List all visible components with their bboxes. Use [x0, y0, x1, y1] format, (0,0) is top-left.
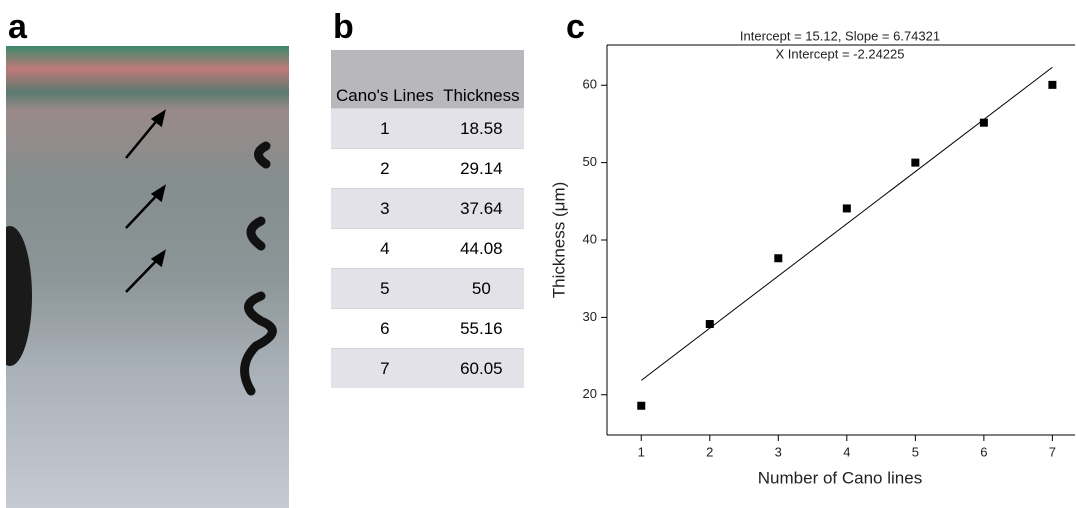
point [774, 254, 783, 263]
point [1048, 80, 1057, 89]
header-cell: Cano's Lines [331, 50, 439, 109]
x-axis-label: Number of Cano lines [758, 468, 922, 487]
point [637, 401, 646, 410]
x-tick-label: 4 [843, 444, 850, 459]
x-tick-label: 5 [912, 444, 919, 459]
data-table: Cano's Lines Thickness 1 18.58 2 29.14 3 37.6… [331, 50, 524, 388]
table-cell: 44.08 [438, 228, 524, 269]
point [911, 158, 920, 167]
table-cell: 5 [331, 268, 439, 309]
y-tick-label: 50 [583, 154, 597, 169]
panel-label: c [566, 8, 585, 46]
panel-label: b [333, 8, 354, 46]
y-tick-label: 30 [583, 309, 597, 324]
table-row: 4 44.08 [331, 228, 524, 269]
point [979, 118, 988, 127]
table-cell: 2 [331, 148, 439, 189]
table-row: 3 37.64 [331, 188, 524, 229]
table-row: 5 50 [331, 268, 524, 309]
table-row: 1 18.58 [331, 108, 524, 149]
x-tick-label: 7 [1049, 444, 1056, 459]
annotation: X Intercept = -2.24225 [775, 46, 904, 61]
table-row: 7 60.05 [331, 348, 524, 388]
table-cell: 3 [331, 188, 439, 229]
point [705, 320, 714, 329]
table-cell: 18.58 [438, 108, 524, 149]
y-axis-label: Thickness (μm) [549, 182, 568, 299]
chart: Intercept = 15.12, Slope = 6.74321 X Int… [549, 28, 1075, 487]
y-tick-label: 40 [583, 231, 597, 246]
table-cell: 37.64 [438, 188, 524, 229]
x-tick-label: 1 [638, 444, 645, 459]
table-cell: 7 [331, 348, 439, 388]
table-row: 6 55.16 [331, 308, 524, 349]
x-tick-label: 6 [980, 444, 987, 459]
table-cell: 1 [331, 108, 439, 149]
y-tick-label: 60 [583, 77, 597, 92]
x-tick-label: 3 [775, 444, 782, 459]
x-tick-label: 2 [706, 444, 713, 459]
table-cell: 6 [331, 308, 439, 349]
table-cell: 55.16 [438, 308, 524, 349]
annotation: Intercept = 15.12, Slope = 6.74321 [740, 28, 940, 43]
header-cell: Thickness [438, 50, 524, 109]
point [842, 204, 851, 213]
fit-line [640, 66, 1053, 381]
table-cell: 50 [438, 268, 524, 309]
y-tick-label: 20 [583, 386, 597, 401]
table-cell: 60.05 [438, 348, 524, 388]
table-row: 2 29.14 [331, 148, 524, 189]
table-cell: 4 [331, 228, 439, 269]
table-cell: 29.14 [438, 148, 524, 189]
panel-label: a [8, 8, 27, 46]
photo [6, 46, 289, 508]
